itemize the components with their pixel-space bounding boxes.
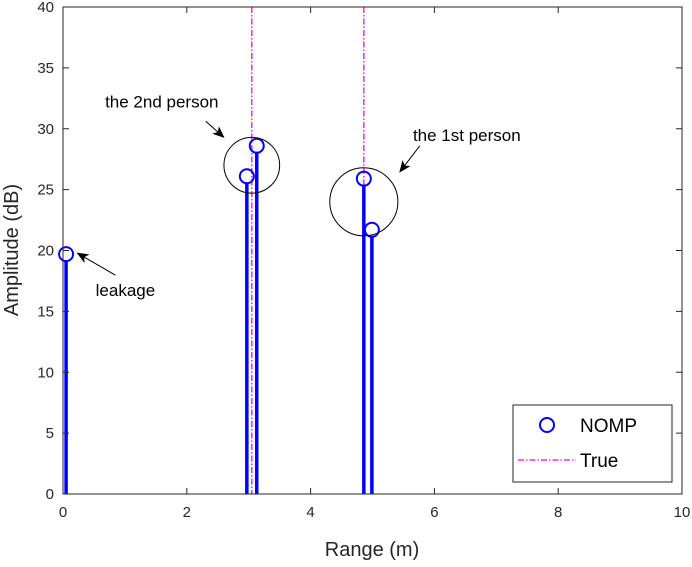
axis-ticks: 0 2 4 6 8 10 0 5 10 15 20 25 30 35 40 (37, 0, 690, 521)
first-person-arrow (399, 145, 421, 173)
nomp-marker (363, 221, 380, 238)
y-tick-label: 40 (37, 0, 54, 16)
x-tick-label: 6 (430, 504, 438, 521)
annotations: the 2nd person the 1st person leakage (76, 92, 521, 300)
nomp-markers (58, 137, 380, 263)
x-tick-label: 0 (59, 504, 67, 521)
x-tick-label: 10 (674, 504, 691, 521)
x-tick-label: 4 (306, 504, 314, 521)
second-person-circle (223, 136, 281, 194)
leakage-label: leakage (96, 281, 156, 300)
nomp-marker (248, 137, 265, 154)
leakage-arrow (76, 252, 116, 276)
legend-nomp-label: NOMP (580, 416, 637, 437)
nomp-marker (355, 170, 372, 187)
first-person-label: the 1st person (413, 126, 521, 145)
nomp-marker (58, 246, 75, 263)
y-tick-label: 0 (46, 486, 54, 503)
second-person-arrow (205, 120, 225, 138)
y-tick-label: 30 (37, 121, 54, 138)
y-tick-label: 35 (37, 60, 54, 77)
y-tick-label: 25 (37, 182, 54, 199)
first-person-circle (329, 167, 399, 237)
legend-nomp-marker (539, 417, 555, 433)
y-tick-label: 10 (37, 364, 54, 381)
legend: NOMP True (512, 404, 673, 483)
legend-true-label: True (580, 451, 618, 472)
x-tick-label: 8 (554, 504, 562, 521)
second-person-label: the 2nd person (105, 92, 218, 111)
y-tick-label: 5 (46, 425, 54, 442)
x-tick-label: 2 (183, 504, 191, 521)
nomp-marker (238, 168, 255, 185)
x-axis-label: Range (m) (325, 539, 419, 561)
y-tick-label: 20 (37, 243, 54, 260)
y-tick-label: 15 (37, 303, 54, 320)
y-axis-label: Amplitude (dB) (1, 184, 23, 316)
legend-box (512, 404, 673, 483)
